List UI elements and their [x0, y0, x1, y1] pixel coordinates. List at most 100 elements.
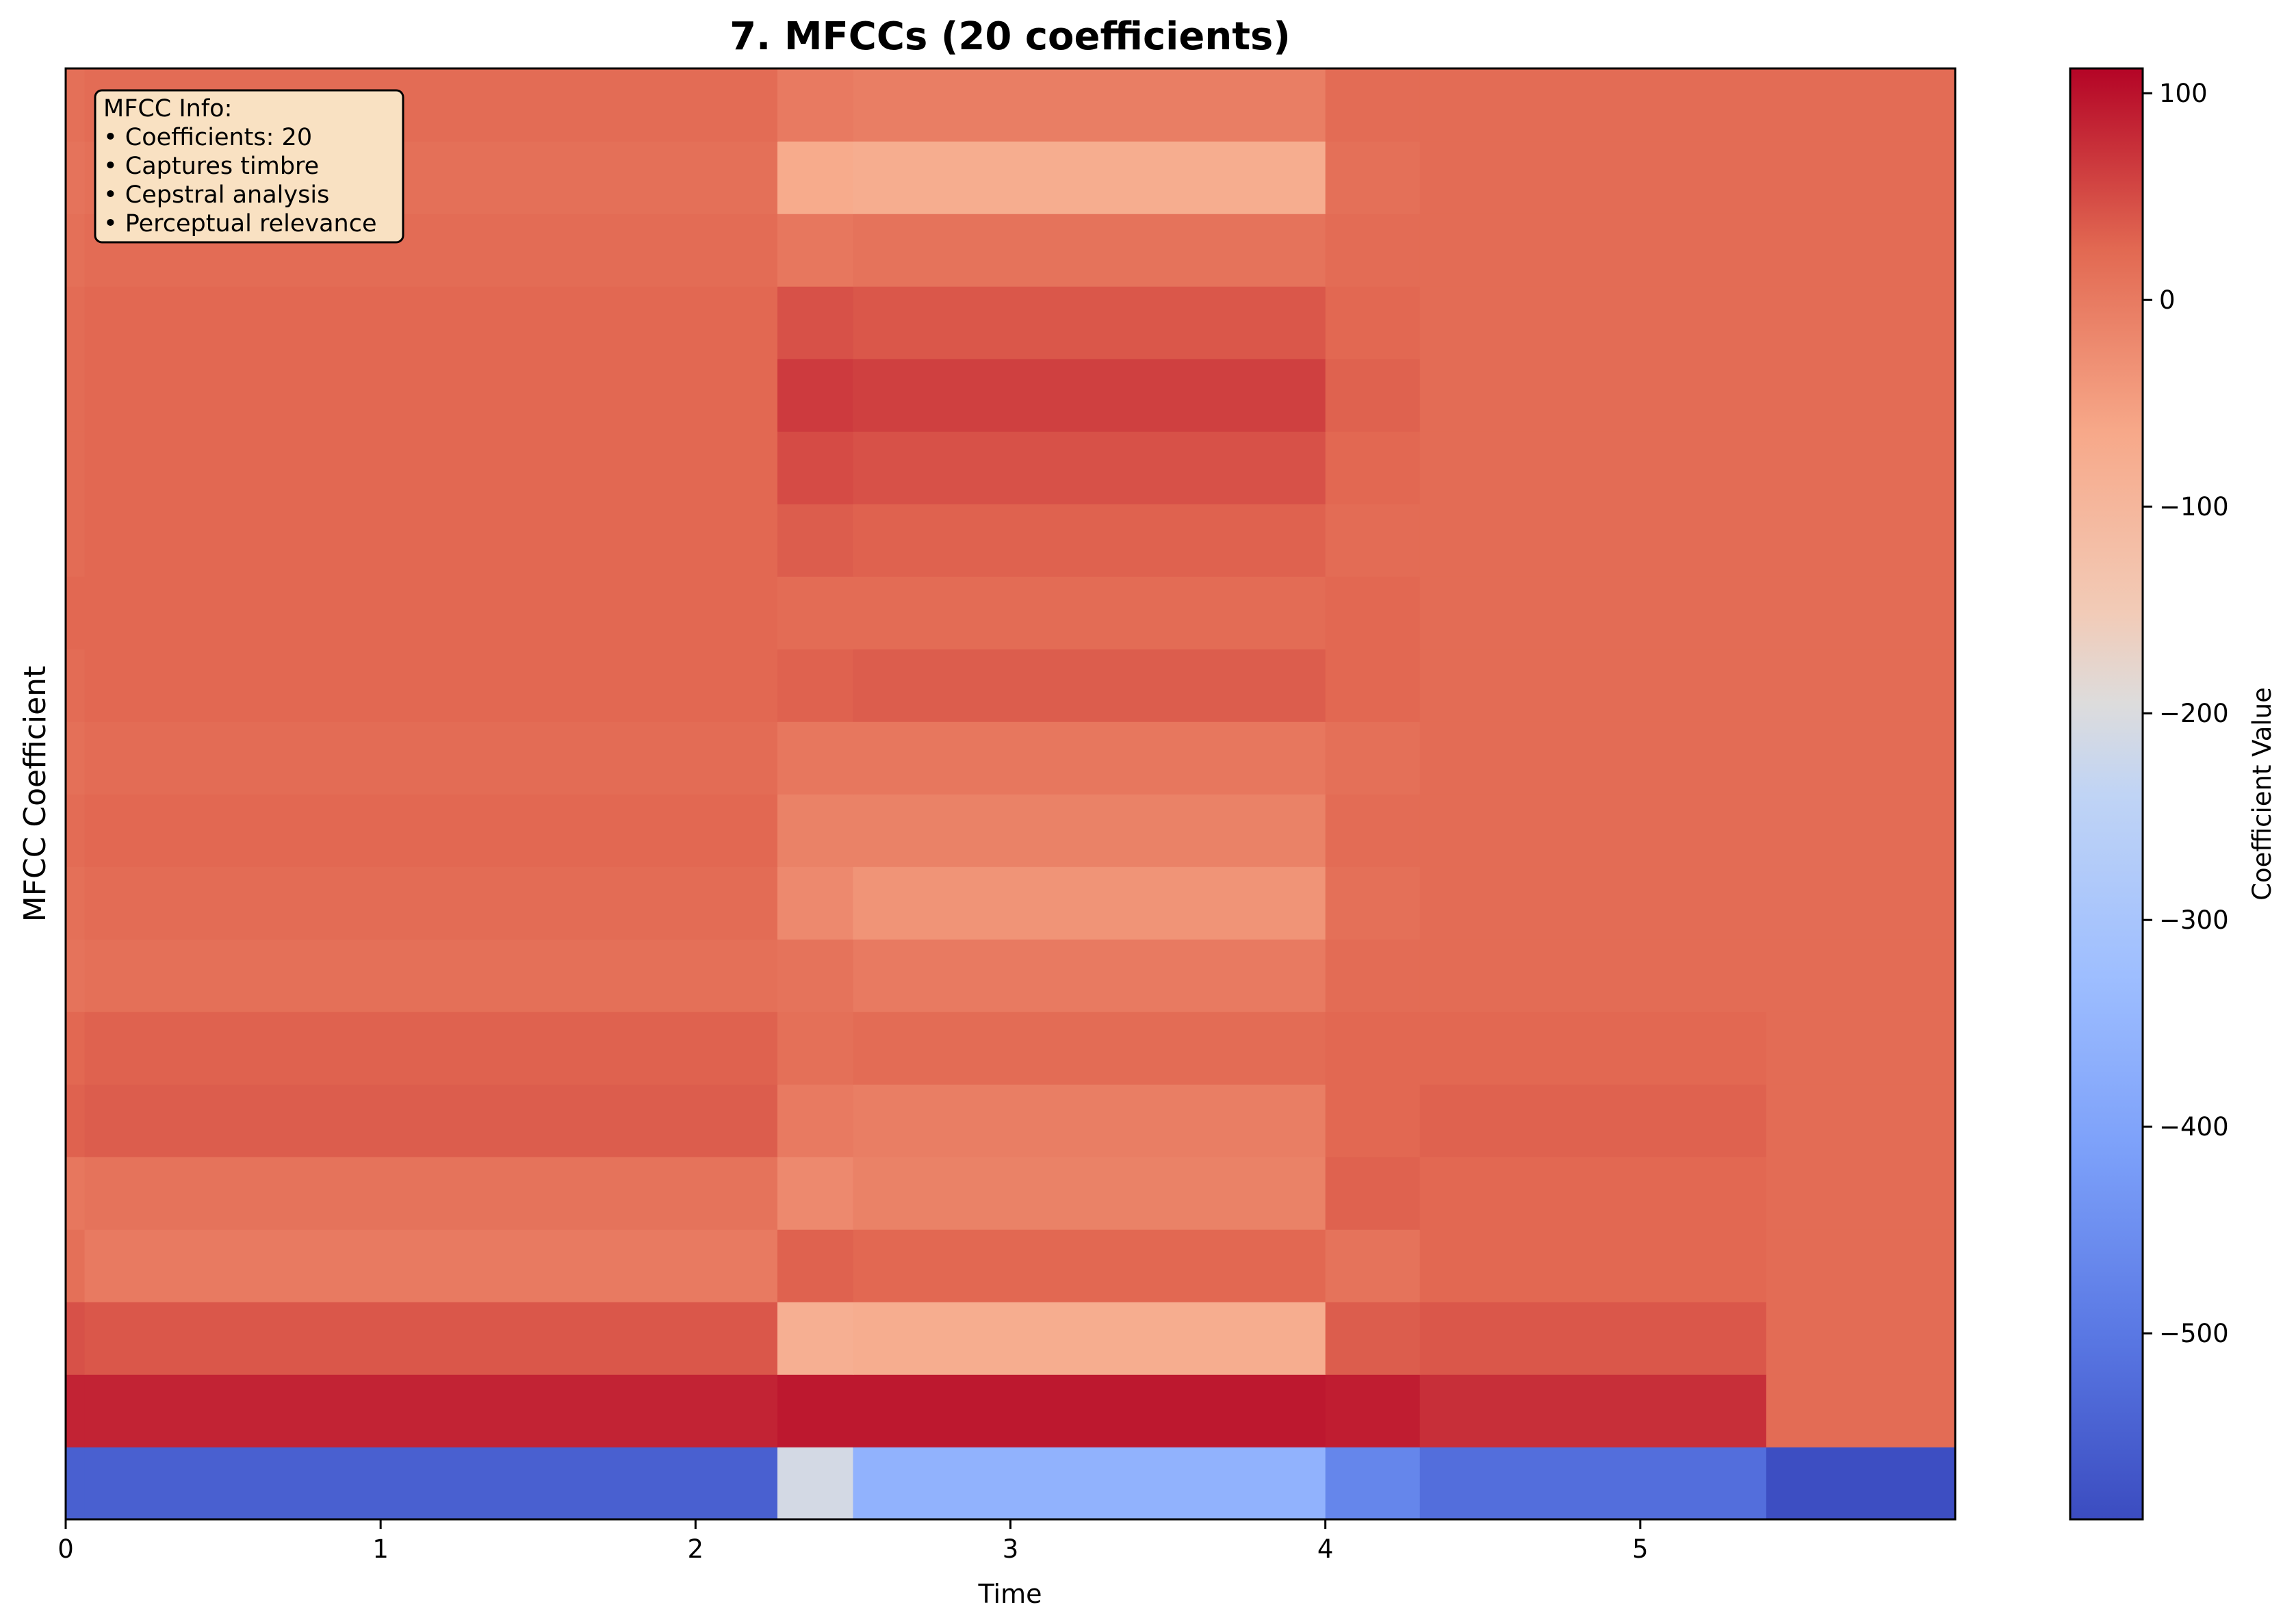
heatmap-cell: [1766, 866, 1956, 940]
heatmap-cell: [1325, 1229, 1421, 1302]
heatmap-cell: [777, 1447, 854, 1520]
heatmap-cell: [1766, 721, 1956, 795]
colorbar-tick-label: −300: [2159, 905, 2229, 935]
heatmap-cell: [777, 576, 854, 649]
heatmap-cell: [777, 504, 854, 577]
info-line-timbre: • Captures timbre: [103, 153, 319, 180]
x-tick-label: 3: [1003, 1534, 1019, 1564]
heatmap-cell: [1325, 1374, 1421, 1447]
heatmap-cell: [777, 1012, 854, 1085]
heatmap-cell: [777, 1084, 854, 1157]
heatmap-cell: [853, 1012, 1326, 1085]
heatmap-cell: [84, 1084, 778, 1157]
heatmap-cell: [853, 286, 1326, 359]
heatmap-cell: [1419, 939, 1767, 1012]
heatmap-cell: [66, 1084, 86, 1157]
chart-title: 7. MFCCs (20 coefficients): [730, 14, 1291, 59]
heatmap-cell: [777, 649, 854, 722]
heatmap-cell: [1325, 1084, 1421, 1157]
heatmap-cell: [1419, 1229, 1767, 1302]
heatmap-cell: [1419, 286, 1767, 359]
x-tick-label: 2: [688, 1534, 704, 1564]
heatmap-cell: [1419, 1084, 1767, 1157]
heatmap-cell: [1325, 576, 1421, 649]
heatmap-cell: [66, 939, 86, 1012]
heatmap-cell: [1419, 1302, 1767, 1375]
heatmap-cell: [777, 1302, 854, 1375]
info-box-background: [94, 89, 404, 244]
heatmap-cell: [1419, 504, 1767, 577]
heatmap-cell: [84, 286, 778, 359]
heatmap-cell: [1419, 1447, 1767, 1520]
heatmap-cell: [66, 1374, 86, 1447]
info-line-title: MFCC Info:: [103, 95, 232, 123]
heatmap-cell: [84, 1157, 778, 1230]
colorbar-tick-label: −200: [2159, 699, 2229, 728]
heatmap-cell: [1325, 1302, 1421, 1375]
heatmap-cell: [84, 939, 778, 1012]
info-box: MFCC Info: • Coefficients: 20 • Captures…: [94, 89, 404, 244]
heatmap-cell: [1766, 576, 1956, 649]
heatmap-cell: [84, 1447, 778, 1520]
heatmap-cell: [1766, 214, 1956, 287]
heatmap-cell: [66, 68, 86, 142]
colorbar-label: Coefficient Value: [2247, 687, 2277, 901]
heatmap-cell: [853, 359, 1326, 432]
heatmap-cell: [1766, 1084, 1956, 1157]
heatmap-cell: [1419, 1012, 1767, 1085]
heatmap-cell: [66, 1229, 86, 1302]
heatmap-cell: [66, 504, 86, 577]
info-line-perceptual: • Perceptual relevance: [103, 210, 377, 237]
heatmap-cell: [84, 1302, 778, 1375]
heatmap-cell: [853, 141, 1326, 214]
heatmap-cell: [853, 68, 1326, 142]
info-line-coefficients: • Coefficients: 20: [103, 124, 312, 151]
colorbar-tick-label: −400: [2159, 1112, 2229, 1142]
heatmap-cell: [84, 1229, 778, 1302]
heatmap-cell: [66, 214, 86, 287]
heatmap-cell: [853, 504, 1326, 577]
heatmap-cell: [1325, 504, 1421, 577]
heatmap-cell: [1766, 1302, 1956, 1375]
x-tick-label: 1: [372, 1534, 389, 1564]
heatmap-cell: [1766, 1447, 1956, 1520]
colorbar-tick-label: −100: [2159, 492, 2229, 522]
heatmap-cell: [1419, 866, 1767, 940]
heatmap-cell: [1325, 286, 1421, 359]
heatmap-cell: [1325, 68, 1421, 142]
heatmap-cell: [853, 721, 1326, 795]
heatmap-cell: [777, 1374, 854, 1447]
heatmap-cell: [84, 359, 778, 432]
heatmap-cell: [1325, 794, 1421, 867]
heatmap-cell: [1766, 68, 1956, 142]
heatmap-cell: [1325, 939, 1421, 1012]
heatmap-cell: [1325, 214, 1421, 287]
heatmap-cell: [66, 1012, 86, 1085]
heatmap-cell: [1766, 1229, 1956, 1302]
heatmap-cell: [853, 431, 1326, 504]
heatmap-cell: [1766, 1157, 1956, 1230]
heatmap-cell: [66, 1157, 86, 1230]
heatmap-cell: [84, 794, 778, 867]
heatmap-cell: [84, 649, 778, 722]
heatmap-cell: [1766, 431, 1956, 504]
heatmap-cell: [1766, 1012, 1956, 1085]
heatmap-cell: [84, 504, 778, 577]
heatmap-cell: [66, 359, 86, 432]
heatmap-cell: [1766, 504, 1956, 577]
heatmap-cell: [1766, 141, 1956, 214]
heatmap-cell: [1325, 1012, 1421, 1085]
heatmap-cell: [853, 1447, 1326, 1520]
info-line-cepstral: • Cepstral analysis: [103, 181, 329, 209]
heatmap-cell: [1325, 721, 1421, 795]
heatmap-cell: [66, 431, 86, 504]
heatmap-cell: [1419, 431, 1767, 504]
heatmap-cell: [1766, 649, 1956, 722]
heatmap-cell: [84, 1374, 778, 1447]
heatmap-cell: [777, 1157, 854, 1230]
heatmap-cell: [1325, 866, 1421, 940]
heatmap-cell: [777, 359, 854, 432]
heatmap-cell: [777, 286, 854, 359]
heatmap-cell: [1325, 1447, 1421, 1520]
